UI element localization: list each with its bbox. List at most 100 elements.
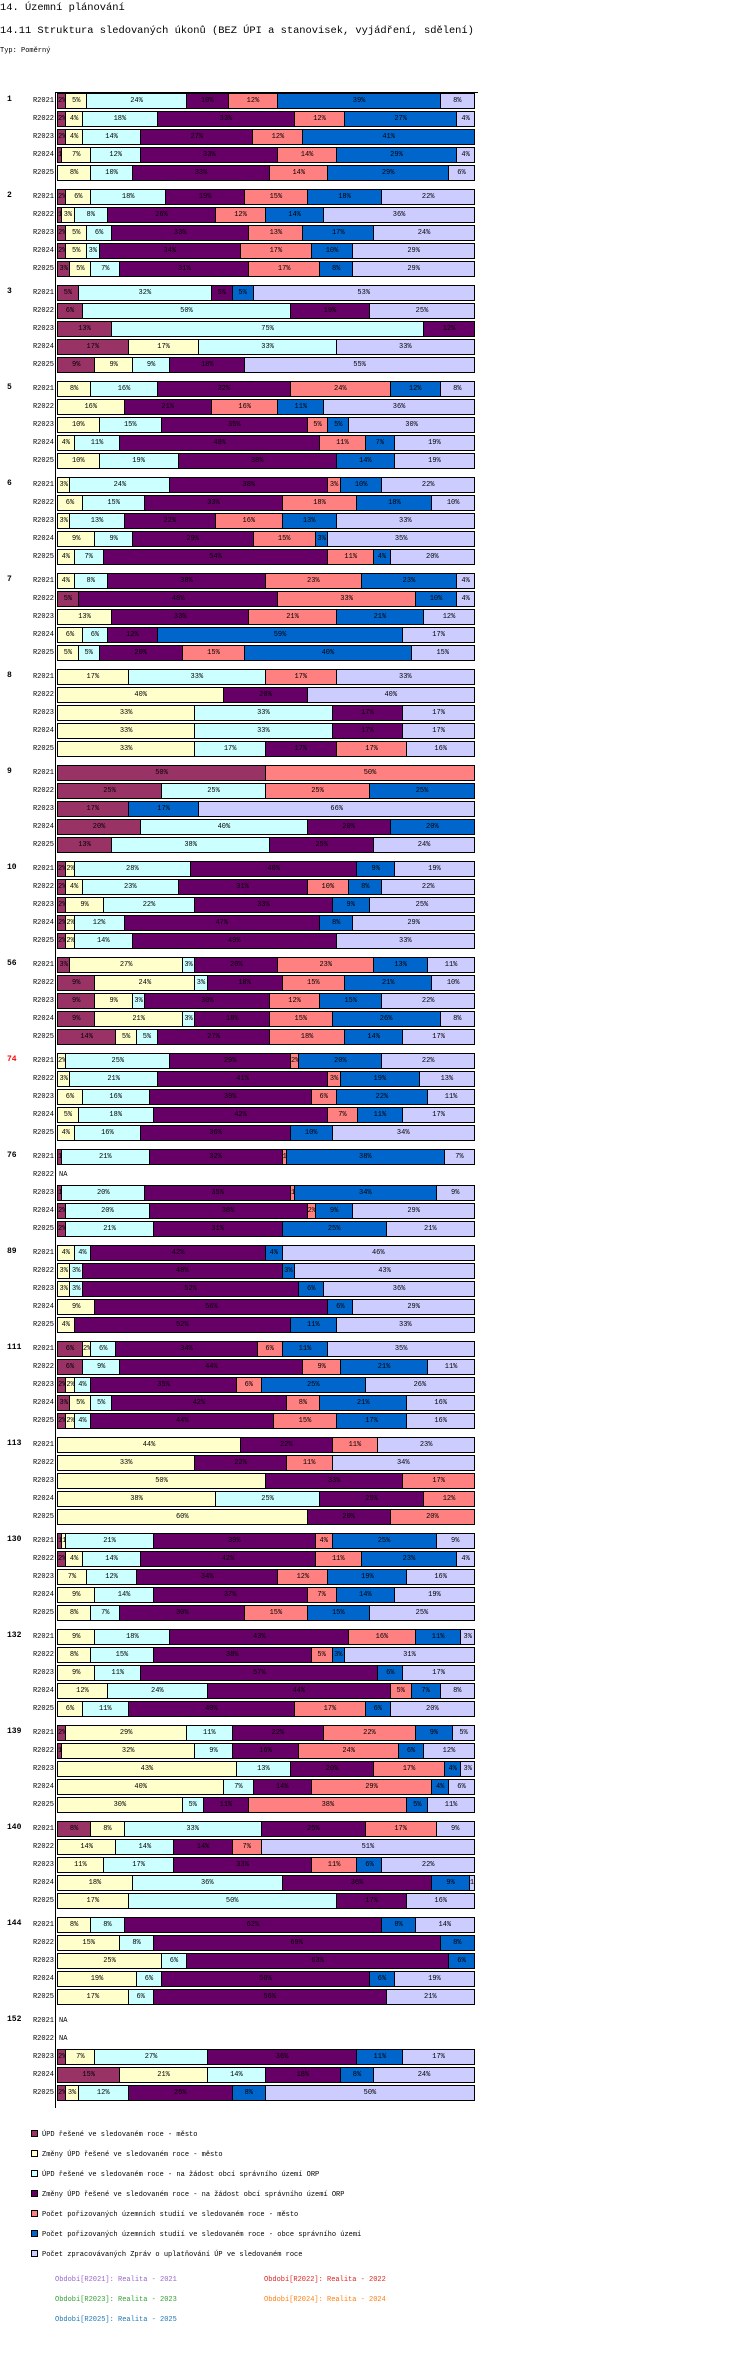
bar-row: 15% 8% 69% 8% bbox=[57, 1935, 475, 1951]
legend-label: Počet zpracovávaných Zpráv o uplatňování… bbox=[42, 2251, 303, 2259]
bar-segment: 1% bbox=[282, 1150, 287, 1164]
bar-row: 2% 2% 4% 44% 15% 17% 16% bbox=[57, 1413, 475, 1429]
bar-segment: 3% bbox=[328, 1072, 341, 1086]
bar-segment: 16% bbox=[407, 1396, 474, 1410]
bar-segment: 6% bbox=[137, 1972, 162, 1986]
row-label: R2022 bbox=[32, 979, 54, 987]
bar-segment: 33% bbox=[112, 226, 250, 240]
bar-row: 2% 5% 6% 33% 13% 17% 24% bbox=[57, 225, 475, 241]
group-label: 144 bbox=[7, 1919, 22, 1928]
bar-segment: 13% bbox=[374, 958, 429, 972]
bar-segment: 11% bbox=[74, 436, 121, 450]
bar-segment: 3% bbox=[58, 1282, 71, 1296]
bar-segment: 23% bbox=[265, 574, 362, 588]
bar-segment: 41% bbox=[157, 1072, 329, 1086]
bar-segment: 6% bbox=[399, 1744, 425, 1758]
bar-segment: 36% bbox=[207, 2050, 358, 2064]
group-label: 111 bbox=[7, 1343, 22, 1352]
bar-segment: 32% bbox=[62, 1744, 196, 1758]
bar-segment: 25% bbox=[66, 1054, 171, 1068]
row-label: R2023 bbox=[32, 133, 54, 141]
bar-segment: 15% bbox=[91, 1648, 154, 1662]
bar-segment: 4% bbox=[58, 1246, 75, 1260]
bar-segment: 20% bbox=[99, 646, 183, 660]
bar-segment: 2% bbox=[58, 1204, 67, 1218]
bar-segment: 20% bbox=[390, 550, 474, 564]
bar-segment: 17% bbox=[403, 724, 474, 738]
bar-segment: 1% bbox=[58, 1534, 63, 1548]
bar-segment: 25% bbox=[162, 784, 266, 798]
bar-segment: 33% bbox=[145, 496, 283, 510]
row-label: R2023 bbox=[32, 1765, 54, 1773]
bar-segment: 16% bbox=[91, 382, 158, 396]
row-label: R2023 bbox=[32, 901, 54, 909]
bar-row: 33% 33% 17% 17% bbox=[57, 705, 475, 721]
row-label: R2024 bbox=[32, 727, 54, 735]
row-label: R2022 bbox=[32, 211, 54, 219]
bar-segment: 33% bbox=[132, 166, 271, 180]
bar-segment: 20% bbox=[307, 820, 391, 834]
bar-segment: 11% bbox=[428, 958, 474, 972]
bar-segment: 7% bbox=[224, 1780, 254, 1794]
bar-row: 2% 25% 29% 2% 20% 22% bbox=[57, 1053, 475, 1069]
legend-swatch bbox=[31, 2249, 38, 2257]
bar-segment: 17% bbox=[128, 340, 200, 354]
bar-segment: 14% bbox=[270, 166, 329, 180]
row-label: R2024 bbox=[32, 247, 54, 255]
bar-segment: 33% bbox=[174, 1858, 312, 1872]
bar-segment: 4% bbox=[66, 880, 83, 894]
bar-segment: 17% bbox=[241, 244, 312, 258]
bar-segment: 31% bbox=[345, 1648, 474, 1662]
bar-segment: 3% bbox=[132, 994, 146, 1008]
bar-segment: 15% bbox=[320, 994, 383, 1008]
bar-segment: 12% bbox=[91, 148, 142, 162]
bar-segment: 6% bbox=[91, 1342, 117, 1356]
bar-segment: 6% bbox=[378, 1666, 404, 1680]
legend-swatch bbox=[31, 2129, 38, 2137]
bar-segment: 34% bbox=[99, 244, 242, 258]
bar-segment: 6% bbox=[299, 1282, 325, 1296]
group-label: 74 bbox=[7, 1055, 17, 1064]
bar-segment: 22% bbox=[195, 1456, 287, 1470]
legend-label: Počet pořizovaných územních studií ve sl… bbox=[42, 2231, 362, 2239]
bar-segment: 12% bbox=[74, 916, 125, 930]
bar-segment: 4% bbox=[66, 112, 83, 126]
bar-segment: 40% bbox=[307, 688, 474, 702]
bar-segment: 50% bbox=[82, 304, 291, 318]
bar-row: 8% 10% 33% 14% 29% 6% bbox=[57, 165, 475, 181]
bar-segment: 16% bbox=[407, 1894, 474, 1908]
bar-row: 6% 11% 40% 17% 6% 20% bbox=[57, 1701, 475, 1717]
bar-segment: 2% bbox=[58, 244, 67, 258]
bar-segment: 6% bbox=[82, 628, 108, 642]
bar-row: 10% 15% 35% 5% 5% 30% bbox=[57, 417, 475, 433]
bar-segment: 12% bbox=[278, 1570, 329, 1584]
bar-row: 2% 3% 12% 25% 8% 50% bbox=[57, 2085, 475, 2101]
bar-segment: 13% bbox=[419, 1072, 474, 1086]
bar-segment: 14% bbox=[116, 1840, 175, 1854]
bar-segment: 39% bbox=[278, 94, 441, 108]
bar-segment: 35% bbox=[328, 1342, 474, 1356]
bar-segment: 1% bbox=[58, 208, 63, 222]
bar-segment: 41% bbox=[303, 130, 474, 144]
bar-segment: 15% bbox=[270, 1012, 333, 1026]
bar-segment: 25% bbox=[58, 784, 162, 798]
bar-row: 8% 8% 62% 8% 14% bbox=[57, 1917, 475, 1933]
bar-row: 17% 17% 66% bbox=[57, 801, 475, 817]
bar-segment: 52% bbox=[82, 1282, 300, 1296]
bar-segment: 17% bbox=[403, 1666, 474, 1680]
bar-segment: 9% bbox=[436, 1534, 474, 1548]
bar-segment: 2% bbox=[58, 130, 67, 144]
bar-segment: 24% bbox=[374, 838, 474, 852]
bar-row: 13% 38% 25% 24% bbox=[57, 837, 475, 853]
bar-row: 1%1%21%39%4%25%9% bbox=[57, 1533, 475, 1549]
bar-segment: 3% bbox=[66, 2086, 79, 2100]
group-label: 56 bbox=[7, 959, 17, 968]
bar-segment: 8% bbox=[320, 262, 354, 276]
bar-segment: 19% bbox=[394, 1588, 474, 1602]
bar-row: 18%36%36%9%1% bbox=[57, 1875, 475, 1891]
bar-segment: 29% bbox=[353, 1204, 474, 1218]
bar-segment: 5% bbox=[58, 592, 79, 606]
row-label: R2023 bbox=[32, 1093, 54, 1101]
bar-segment: 35% bbox=[328, 532, 474, 546]
bar-segment: 23% bbox=[361, 574, 458, 588]
